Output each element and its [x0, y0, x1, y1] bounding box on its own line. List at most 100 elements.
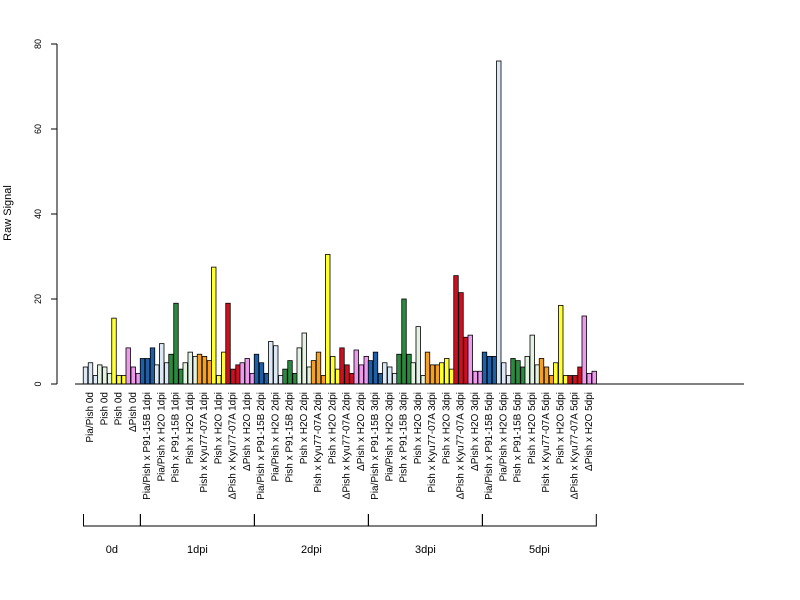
x-tick-label: Pish x P91-15B 5dpi [513, 392, 524, 483]
bar [358, 364, 364, 385]
bar [325, 253, 331, 385]
bar [278, 375, 284, 385]
bar [377, 372, 384, 385]
x-tick-label: ΔPish x Kyu77-07A 5dpi [570, 392, 581, 499]
bar [192, 355, 198, 385]
bar [434, 364, 441, 385]
group-bracket [140, 514, 255, 527]
bar [491, 355, 498, 385]
x-tick-label: ΔPish x H2O 5dpi [584, 392, 595, 471]
bar [591, 370, 597, 385]
bar [230, 368, 236, 385]
x-tick-label: Pia/Pish x H2O 5dpi [498, 392, 509, 482]
bar [401, 298, 407, 385]
bar [206, 360, 213, 385]
x-tick-labels: Pia/Pish 0d Pish 0d Pish 0d ΔPish 0d Pia/Pis… [85, 392, 595, 500]
bar [97, 364, 103, 385]
bar [168, 353, 174, 385]
x-tick-label: Pia/Pish x P91-15B 3dpi [370, 392, 381, 500]
x-tick-label: Pish x H2O 2dpi [327, 392, 338, 464]
bar [496, 60, 502, 385]
group-label: 2dpi [301, 544, 322, 556]
bar [139, 358, 146, 385]
bar [296, 347, 302, 385]
bar [406, 353, 412, 385]
bar [225, 302, 231, 385]
bar [164, 362, 170, 385]
bar [396, 353, 402, 385]
bar [538, 358, 545, 385]
bar [82, 366, 89, 385]
bar [586, 372, 592, 385]
bar [567, 375, 573, 385]
bar [563, 375, 569, 385]
bar [581, 315, 587, 385]
x-tick-label: Pish x H2O 1dpi [185, 392, 196, 464]
x-tick-label: Pish x H2O 1dpi [213, 392, 224, 464]
bar [125, 347, 131, 385]
bar [510, 358, 516, 385]
x-tick-label: ΔPish 0d [128, 392, 139, 432]
bar [273, 345, 279, 385]
bar [149, 347, 156, 385]
x-tick-label: Pia/Pish x H2O 2dpi [270, 392, 281, 482]
bar [249, 372, 255, 385]
bar [463, 336, 469, 385]
x-tick-label: Pia/Pish 0d [85, 392, 96, 443]
x-tick-label: ΔPish x H2O 3dpi [470, 392, 481, 471]
bar [515, 360, 521, 385]
bar [263, 372, 270, 385]
bar [339, 347, 345, 385]
bar [239, 362, 245, 385]
bar [258, 362, 265, 385]
bar [353, 349, 359, 385]
bar [287, 360, 293, 385]
x-tick-label: Pish x Kyu77-07A 1dpi [199, 392, 210, 493]
bar [335, 368, 341, 385]
group-label: 5dpi [529, 544, 550, 556]
y-axis: 0 20 40 60 80 [33, 39, 58, 387]
bar [306, 366, 312, 385]
bar [344, 364, 350, 385]
bar [486, 355, 493, 385]
bar [467, 334, 473, 385]
x-tick-label: ΔPish x Kyu77-07A 2dpi [342, 392, 353, 499]
bar [477, 370, 483, 385]
x-tick-label: Pia/Pish x P91-15B 2dpi [256, 392, 267, 500]
bar [387, 366, 393, 385]
x-tick-label: Pish 0d [114, 392, 125, 425]
bar [102, 366, 108, 385]
bar [349, 372, 355, 385]
bar [144, 358, 151, 385]
group-bracket [368, 514, 483, 527]
bar [424, 351, 431, 385]
x-tick-label: Pish x H2O 3dpi [413, 392, 424, 464]
bar [524, 355, 530, 385]
bar [543, 366, 550, 385]
bar [196, 353, 203, 385]
bar [201, 355, 208, 385]
x-tick-label: ΔPish x Kyu77-07A 3dpi [456, 392, 467, 499]
bar [268, 341, 274, 385]
bar [410, 362, 416, 385]
bar [520, 366, 526, 385]
bar [121, 375, 127, 385]
x-tick-label: ΔPish x H2O 1dpi [242, 392, 253, 471]
bar [444, 358, 450, 385]
bar [501, 362, 507, 385]
bar [292, 372, 298, 385]
bar [481, 351, 488, 385]
bar [529, 334, 535, 385]
y-tick-label: 0 [33, 381, 43, 386]
x-tick-label: ΔPish x Kyu77-07A 1dpi [228, 392, 239, 499]
group-label: 3dpi [415, 544, 436, 556]
bar [92, 375, 99, 385]
bar [506, 375, 512, 385]
bar [572, 375, 578, 385]
x-tick-label: Pish x H2O 5dpi [555, 392, 566, 464]
bars [82, 60, 597, 385]
bar [392, 372, 398, 385]
bar [548, 375, 555, 385]
bar [372, 351, 379, 385]
